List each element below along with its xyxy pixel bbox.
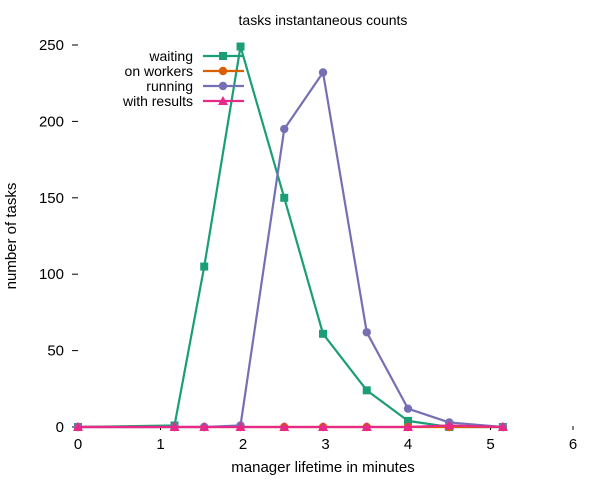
legend-swatch-marker (218, 81, 228, 91)
data-point-with-results (403, 422, 413, 431)
data-point-with-results (444, 420, 455, 430)
legend-item-on-workers: on workers (125, 63, 244, 79)
data-point-with-results (318, 422, 329, 431)
data-point-waiting (236, 42, 245, 51)
y-tick-label: 0 (56, 419, 64, 436)
series-line-waiting (77, 45, 503, 429)
data-point-waiting (280, 193, 289, 202)
legend-swatch-marker (218, 96, 228, 105)
data-point-with-results (361, 422, 372, 431)
y-tick-label: 50 (47, 343, 64, 360)
legend-item-with-results: with results (122, 93, 244, 109)
legend-item-waiting: waiting (148, 48, 244, 64)
y-tick-label: 150 (39, 190, 64, 207)
series-line-with-results (78, 424, 503, 429)
x-axis-label: manager lifetime in minutes (231, 459, 414, 476)
data-point-with-results (279, 422, 290, 431)
y-tick-label: 100 (39, 266, 64, 283)
y-axis-label: number of tasks (3, 183, 20, 290)
data-point-with-results (199, 422, 210, 431)
data-point-with-results (169, 422, 180, 431)
plot-area (73, 42, 508, 432)
data-point-waiting (200, 262, 209, 271)
x-tick-label: 1 (156, 436, 164, 453)
data-point-waiting (404, 416, 412, 425)
x-tick-label: 2 (239, 436, 247, 453)
data-point-with-results (235, 422, 246, 431)
data-point-running (280, 124, 289, 134)
chart-title: tasks instantaneous counts (239, 12, 408, 28)
data-point-with-results (73, 422, 83, 431)
series-line-running (78, 71, 503, 429)
y-tick-label: 250 (39, 37, 64, 54)
legend-label: waiting (148, 48, 193, 64)
x-tick-label: 6 (569, 436, 577, 453)
legend-label: running (146, 78, 193, 94)
series-running (73, 68, 508, 432)
data-point-running (362, 328, 371, 337)
legend-label: on workers (125, 63, 193, 79)
data-point-waiting (319, 329, 328, 338)
x-tick-label: 0 (74, 436, 82, 453)
x-tick-label: 3 (321, 436, 329, 453)
legend-item-running: running (146, 78, 244, 94)
data-point-waiting (362, 386, 371, 395)
y-tick-label: 200 (39, 113, 64, 130)
data-point-running (403, 404, 413, 413)
axes: 0 1 2 3 4 5 6 0 50 100 150 200 250 (39, 37, 577, 453)
x-tick-label: 5 (486, 436, 494, 453)
legend-label: with results (122, 93, 193, 109)
series-with-results (73, 420, 508, 431)
legend-swatch-marker (218, 66, 228, 76)
legend-swatch-marker (219, 52, 227, 60)
x-tick-label: 4 (404, 436, 412, 453)
data-point-with-results (497, 422, 508, 431)
data-point-running (318, 68, 328, 77)
